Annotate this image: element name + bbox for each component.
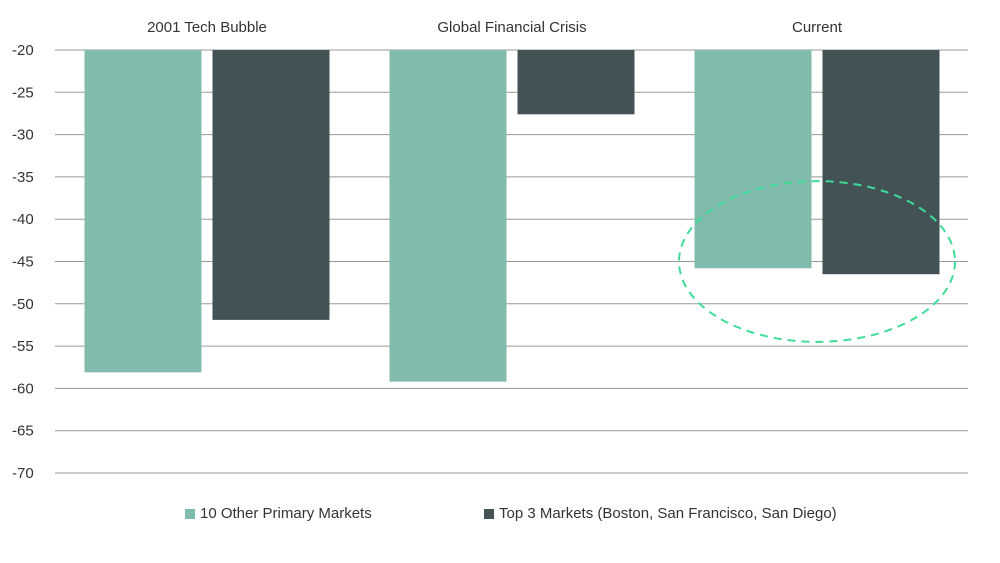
legend-label: Top 3 Markets (Boston, San Francisco, Sa… (499, 505, 837, 522)
y-tick-label: -70 (12, 465, 34, 482)
legend-label: 10 Other Primary Markets (200, 505, 372, 522)
bar-series-0-2001-tech-bubble (84, 50, 202, 373)
y-tick-label: -60 (12, 380, 34, 397)
legend-item-series-0: 10 Other Primary Markets (185, 505, 372, 522)
y-tick-label: -45 (12, 254, 34, 271)
highlight-ellipse (678, 180, 956, 343)
y-tick-label: -30 (12, 127, 34, 144)
bar-series-0-global-financial-crisis (389, 50, 507, 382)
category-labels: 2001 Tech Bubble Global Financial Crisis C… (147, 19, 843, 36)
y-tick-label: -65 (12, 423, 34, 440)
legend-item-series-1: Top 3 Markets (Boston, San Francisco, Sa… (484, 505, 837, 522)
y-tick-label: -20 (12, 42, 34, 59)
category-label: 2001 Tech Bubble (147, 19, 267, 36)
bar-series-1-global-financial-crisis (517, 50, 635, 115)
category-label: Current (792, 19, 843, 36)
category-label: Global Financial Crisis (437, 19, 586, 36)
bars (84, 50, 940, 382)
bar-series-0-current (694, 50, 812, 269)
y-tick-label: -25 (12, 84, 34, 101)
legend: 10 Other Primary Markets Top 3 Markets (… (0, 505, 1000, 529)
y-tick-label: -50 (12, 296, 34, 313)
y-tick-label: -55 (12, 338, 34, 355)
y-tick-label: -35 (12, 169, 34, 186)
bar-series-1-2001-tech-bubble (212, 50, 330, 320)
legend-swatch (185, 508, 195, 519)
y-tick-label: -40 (12, 211, 34, 228)
legend-swatch (484, 508, 494, 519)
annotation (678, 180, 956, 343)
gridlines (55, 49, 968, 474)
bar-series-1-current (822, 50, 940, 275)
y-axis-ticks: -20 -25 -30 -35 -40 -45 -50 -55 -60 -65 -70 (12, 42, 34, 482)
